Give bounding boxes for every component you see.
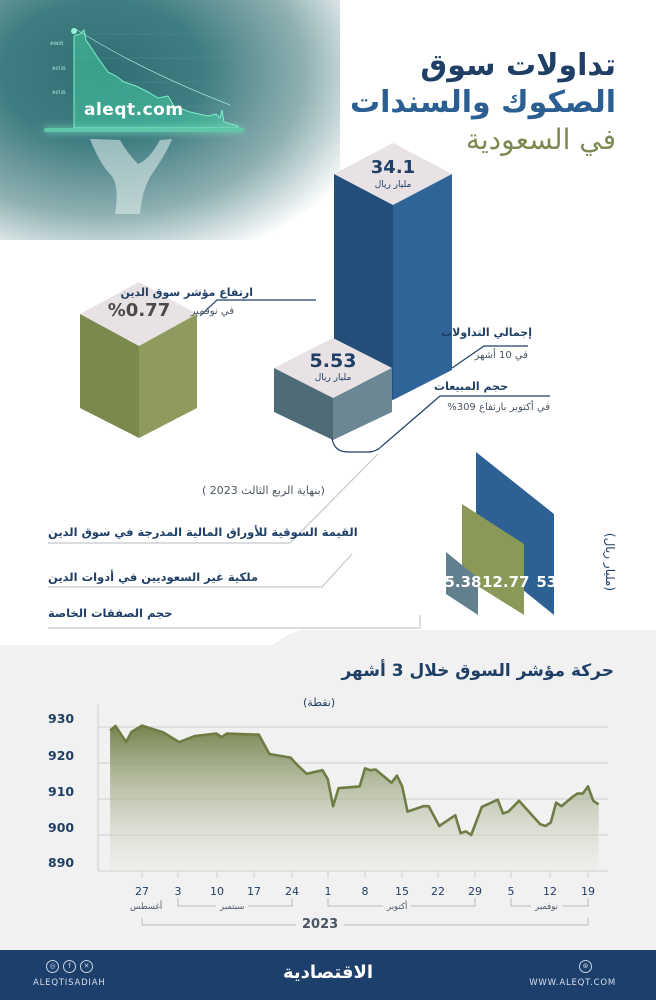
quarter-bars-graphic <box>48 452 554 629</box>
hero-image: #4445 #4735 #4735 aleqt.com <box>0 0 340 240</box>
year-label: 2023 <box>296 917 345 932</box>
debt-index-sub: في نوفمبر <box>190 306 234 317</box>
total-trading-unit: مليار ريال <box>374 180 412 190</box>
quarter-unit-label: (مليار ريال) <box>603 532 617 592</box>
page-title: تداولات سوق الصكوك والسندات في السعودية <box>350 48 616 158</box>
x-tick-label: 12 <box>543 885 557 898</box>
tablet-tray-graphic <box>44 128 244 132</box>
private-deals-value: 5.38 <box>444 573 482 591</box>
hero-url-text: aleqt.com <box>84 100 184 120</box>
svg-text:#4735: #4735 <box>52 90 66 95</box>
panel-top-shape <box>0 630 656 650</box>
foreign-ownership-label: ملكية غير السعوديين في أدوات الدين <box>48 570 259 584</box>
debt-index-value: %0.77 <box>107 300 171 321</box>
x-tick-label: 10 <box>210 885 224 898</box>
total-trading-value: 34.1 <box>370 157 416 178</box>
month-august: أغسطس <box>126 902 167 912</box>
y-tick-890: 890 <box>48 855 75 870</box>
market-value-value: 534 <box>536 573 568 591</box>
globe-icon: ⊛ <box>579 960 592 973</box>
hero-dot-icon <box>71 28 77 34</box>
sales-volume-unit: مليار ريال <box>314 373 352 383</box>
social-handle[interactable]: ALEQTISADIAH <box>33 978 106 988</box>
total-trading-sub: في 10 أشهر <box>474 350 529 361</box>
x-tick-label: 5 <box>507 885 515 898</box>
logo: الاقتصادية <box>282 962 374 983</box>
month-september: سبتمبر <box>216 902 249 912</box>
svg-text:#4735: #4735 <box>52 66 66 71</box>
x-icon[interactable]: ✕ <box>80 960 93 973</box>
title-line-2: الصكوك والسندات <box>349 85 616 120</box>
sales-volume-value: 5.53 <box>309 350 357 372</box>
title-line-3: في السعودية <box>465 123 616 156</box>
x-tick-label: 1 <box>324 885 332 898</box>
sales-volume-label: حجم المبيعات <box>434 380 508 393</box>
foreign-ownership-value: 12.77 <box>482 573 530 591</box>
index-area-chart <box>97 705 608 878</box>
debt-index-label: ارتفاع مؤشر سوق الدين <box>120 286 253 299</box>
title-line-1: تداولات سوق <box>420 48 616 83</box>
y-tick-920: 920 <box>48 748 75 763</box>
market-value-label: القيمة السوقية للأوراق المالية المدرجة ف… <box>48 525 358 539</box>
x-tick-label: 22 <box>431 885 445 898</box>
x-tick-label: 17 <box>247 885 261 898</box>
instagram-icon[interactable]: ◎ <box>46 960 59 973</box>
hero-line-chart-graphic: #4445 #4735 #4735 <box>50 27 240 129</box>
x-tick-label: 19 <box>581 885 595 898</box>
cubes-graphic <box>80 143 550 453</box>
x-tick-label: 27 <box>135 885 149 898</box>
y-tick-900: 900 <box>48 820 75 835</box>
hand-graphic <box>90 139 172 214</box>
month-november: نوفمبر <box>531 902 562 912</box>
facebook-icon[interactable]: f <box>63 960 76 973</box>
y-tick-910: 910 <box>48 784 75 799</box>
sales-volume-sub: في أكتوبر بارتفاع 309% <box>447 402 550 413</box>
quarter-caption: (بنهاية الربع الثالث 2023 ) <box>202 484 325 497</box>
x-tick-label: 3 <box>174 885 182 898</box>
x-tick-label: 8 <box>361 885 369 898</box>
chart-title: حركة مؤشر السوق خلال 3 أشهر <box>341 661 614 681</box>
x-tick-label: 24 <box>285 885 299 898</box>
x-tick-label: 15 <box>395 885 409 898</box>
chart-unit-label: (نقطة) <box>303 696 336 709</box>
footer: ◎ f ✕ ALEQTISADIAH الاقتصادية ⊛ WWW.ALEQ… <box>0 950 656 1000</box>
y-tick-930: 930 <box>48 711 75 726</box>
website-link[interactable]: WWW.ALEQT.COM <box>529 978 616 988</box>
svg-text:#4445: #4445 <box>50 41 64 46</box>
total-trading-label: إجمالي التداولات <box>441 326 532 339</box>
x-tick-label: 29 <box>468 885 482 898</box>
month-october: أكتوبر <box>383 902 412 912</box>
private-deals-label: حجم الصفقات الخاصة <box>48 606 173 620</box>
